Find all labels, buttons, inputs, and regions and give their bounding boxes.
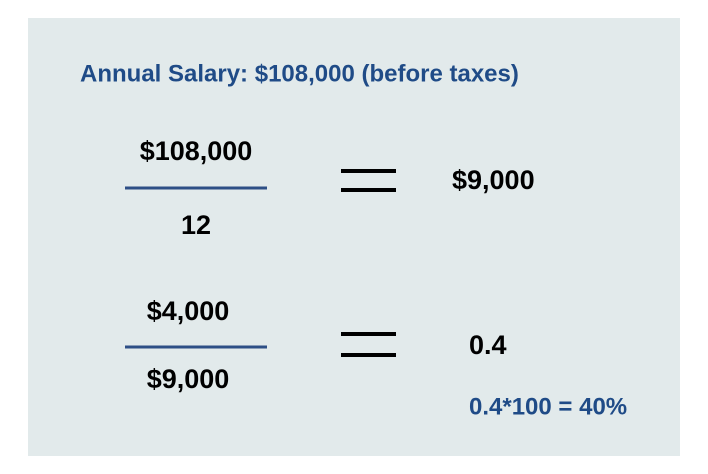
- denominator: $9,000: [147, 364, 230, 394]
- note: 0.4*100 = 40%: [469, 393, 627, 420]
- result: $9,000: [452, 165, 535, 195]
- denominator: 12: [181, 210, 211, 240]
- panel: [28, 18, 680, 456]
- numerator: $4,000: [147, 296, 230, 326]
- result: 0.4: [469, 330, 507, 360]
- numerator: $108,000: [140, 136, 253, 166]
- title: Annual Salary: $108,000 (before taxes): [80, 60, 519, 87]
